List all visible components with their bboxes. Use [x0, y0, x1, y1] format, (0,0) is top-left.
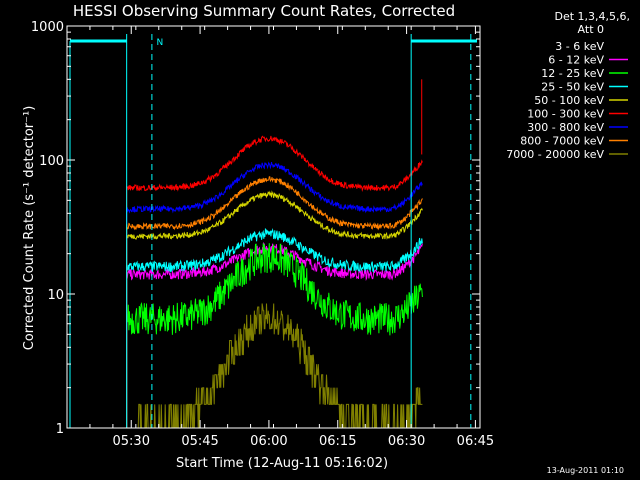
series-layer [126, 79, 423, 428]
legend-label: 50 - 100 keV [534, 94, 604, 107]
series-line [126, 176, 423, 428]
legend-label: 7000 - 20000 keV [506, 148, 604, 161]
x-axis-label: Start Time (12-Aug-11 05:16:02) [176, 456, 388, 471]
series-line [126, 135, 423, 428]
night-flag-label: N [156, 38, 163, 48]
legend-header-line-1: Det 1,3,4,5,6, [554, 10, 630, 23]
legend-label: 6 - 12 keV [548, 54, 604, 67]
series-line [126, 161, 423, 428]
y-tick-label: 10 [47, 288, 64, 303]
x-tick-label: 06:15 [319, 434, 356, 449]
legend-label: 100 - 300 keV [527, 108, 604, 121]
timestamp: 13-Aug-2011 01:10 [547, 466, 624, 475]
x-tick-label: 06:30 [388, 434, 425, 449]
y-tick-label: 100 [39, 154, 64, 169]
y-axis: 1 10 100 1000 [31, 20, 480, 437]
night-overlay: N [69, 34, 477, 428]
x-tick-label: 05:45 [181, 434, 218, 449]
chart-title: HESSI Observing Summary Count Rates, Cor… [73, 2, 455, 20]
x-axis: 05:30 05:45 06:00 06:15 06:30 06:45 [66, 26, 494, 449]
series-line [126, 190, 423, 428]
series-line [126, 243, 423, 428]
x-tick-label: 05:30 [113, 434, 150, 449]
series-line [126, 227, 423, 428]
legend-label: 3 - 6 keV [555, 40, 604, 53]
x-tick-label: 06:00 [250, 434, 287, 449]
series-line [126, 303, 423, 428]
legend-label: 12 - 25 keV [541, 67, 604, 80]
y-tick-label: 1000 [31, 20, 64, 35]
legend-header-line-2: Att 0 [578, 23, 604, 36]
x-tick-label: 06:45 [457, 434, 494, 449]
y-axis-label: Corrected Count Rate (s⁻¹ detector⁻¹) [22, 106, 37, 351]
series-line [126, 263, 423, 428]
legend-label: 25 - 50 keV [541, 81, 604, 94]
legend-label: 800 - 7000 keV [520, 135, 604, 148]
legend-label: 300 - 800 keV [527, 121, 604, 134]
y-tick-label: 1 [56, 422, 64, 437]
